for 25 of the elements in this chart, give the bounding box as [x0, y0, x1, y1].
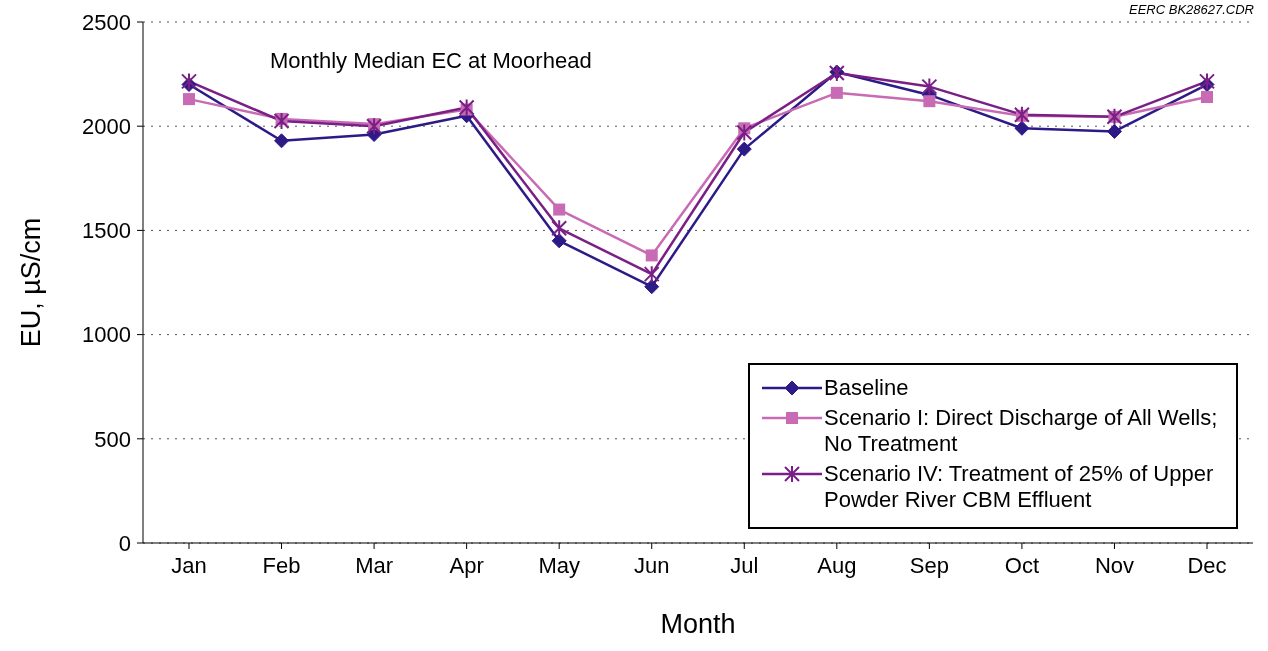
y-tick-label: 1500 — [82, 218, 131, 244]
x-tick-label: Aug — [817, 552, 857, 578]
y-tick-label: 2000 — [82, 114, 131, 140]
x-tick-label: Jun — [633, 552, 670, 578]
text: EERC BK28627.CDR — [1129, 2, 1254, 17]
text: Monthly Median EC at Moorhead — [270, 48, 592, 74]
legend-label: Scenario IV: Treatment of 25% of Upper Powder River CBM Effluent — [824, 461, 1215, 513]
x-tick-label: Feb — [262, 552, 301, 578]
x-tick-label: Apr — [449, 552, 484, 578]
x-axis-title: Month — [660, 609, 736, 639]
x-tick-label: Nov — [1094, 552, 1135, 578]
x-tick-label: Dec — [1187, 552, 1227, 578]
y-axis-title: EU, µS/cm — [15, 217, 46, 348]
x-tick-label: Jul — [730, 552, 759, 578]
legend-label: Baseline — [824, 375, 909, 401]
x-tick-label: Mar — [355, 552, 394, 578]
y-tick-label: 2500 — [82, 9, 131, 35]
x-tick-label: May — [538, 552, 580, 578]
y-tick-label: 1000 — [82, 322, 131, 348]
x-tick-label: Jan — [171, 552, 207, 578]
legend-label: Scenario I: Direct Discharge of All Wells; No Treatment — [824, 405, 1219, 457]
y-tick-label: 500 — [94, 426, 131, 452]
x-tick-label: Sep — [909, 552, 949, 578]
y-tick-label: 0 — [118, 530, 131, 556]
x-tick-label: Oct — [1004, 552, 1040, 578]
